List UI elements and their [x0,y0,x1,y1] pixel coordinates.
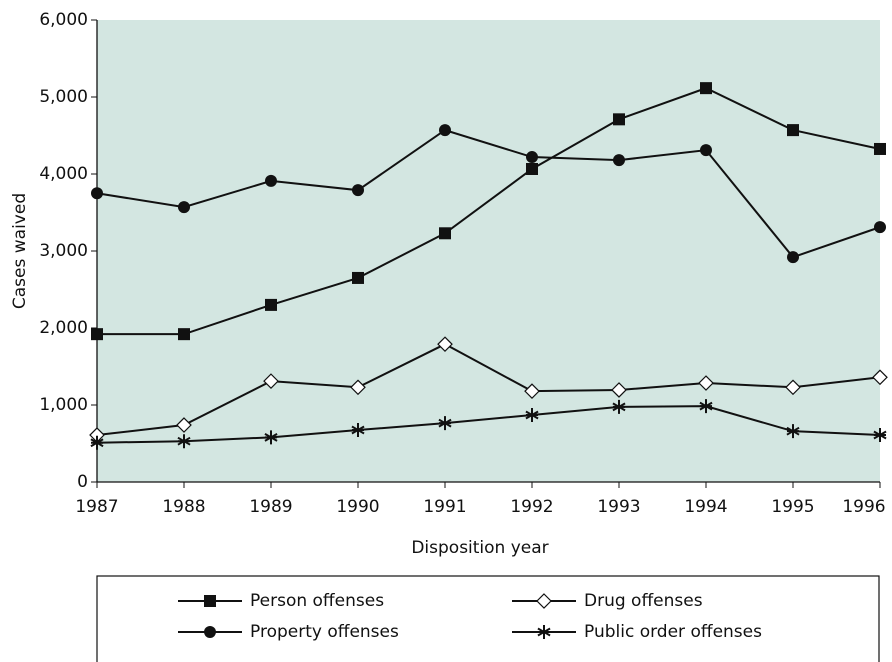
series-line [97,87,881,336]
marker [612,399,626,414]
marker [351,423,365,438]
marker [439,124,451,137]
y-tick-label: 6,000 [39,10,88,30]
x-tick-label: 1994 [684,497,727,517]
plot-area [97,20,880,482]
marker [787,251,799,264]
marker [524,383,540,399]
x-tick-label: 1993 [597,497,640,517]
y-axis-label: Cases waived [10,193,30,309]
marker [352,271,364,284]
x-tick-label: 1988 [162,497,205,517]
marker [350,379,366,396]
legend-marker [536,593,552,609]
marker [178,201,190,214]
marker [873,428,887,443]
x-tick-label: 1995 [771,497,814,517]
marker [786,424,800,439]
y-tick-label: 5,000 [39,87,88,107]
marker [785,379,801,396]
marker [264,430,278,445]
x-tick-label: 1987 [75,497,118,517]
legend-marker [204,595,216,607]
legend-marker [537,625,551,639]
series-line [96,405,881,444]
marker [91,328,103,341]
legend-label: Person offenses [250,591,384,611]
marker [526,162,538,175]
marker [263,373,279,389]
marker [698,375,714,391]
y-tick-label: 3,000 [39,241,88,261]
marker [438,416,452,431]
x-axis-label: Disposition year [411,538,548,558]
x-tick-label: 1990 [336,497,379,517]
marker [699,399,713,414]
marker [265,298,277,311]
marker [613,154,625,167]
marker [872,369,888,386]
x-tick-label: 1989 [249,497,292,517]
x-tick-label: 1992 [510,497,553,517]
y-tick-label: 0 [77,472,88,492]
x-tick-label: 1996 [842,497,885,517]
marker [90,435,104,450]
y-tick-label: 4,000 [39,164,88,184]
marker [874,142,886,155]
series-line [96,343,881,437]
series-line [96,129,881,259]
marker [613,113,625,126]
marker [177,434,191,449]
legend-label: Public order offenses [584,622,762,642]
legend-marker [204,626,216,638]
marker [611,382,627,398]
marker [437,336,453,353]
legend-label: Drug offenses [584,591,703,611]
marker [700,82,712,95]
y-tick-label: 1,000 [39,395,88,415]
x-tick-label: 1991 [423,497,466,517]
legend-label: Property offenses [250,622,399,642]
marker [176,417,192,433]
marker [91,187,103,200]
marker [265,174,277,187]
marker [439,227,451,240]
marker [352,184,364,197]
y-tick-label: 2,000 [39,318,88,338]
marker [525,408,539,423]
marker [787,124,799,137]
marker [178,328,190,341]
marker [874,221,886,234]
legend-box [96,575,880,662]
marker [700,144,712,157]
marker [526,151,538,164]
